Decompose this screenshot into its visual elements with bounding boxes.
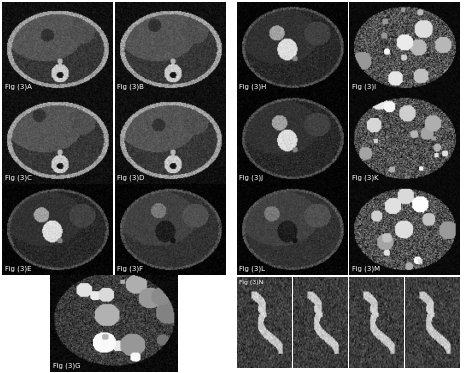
Text: Fig (3)G: Fig (3)G: [53, 363, 80, 369]
Text: Fig (3)D: Fig (3)D: [117, 175, 144, 181]
Text: Fig (3)B: Fig (3)B: [117, 84, 144, 90]
Text: Fig (3)L: Fig (3)L: [239, 266, 265, 272]
Text: Fig (3)J: Fig (3)J: [239, 175, 264, 181]
Text: Fig (3)A: Fig (3)A: [5, 84, 31, 90]
Text: Fig (3)K: Fig (3)K: [352, 175, 378, 181]
Text: Fig (3)F: Fig (3)F: [117, 266, 143, 272]
Text: Fig (3)M: Fig (3)M: [352, 266, 380, 272]
Text: Fig (3)E: Fig (3)E: [5, 266, 31, 272]
Text: Fig (3)I: Fig (3)I: [352, 84, 376, 90]
Text: Fig (3)C: Fig (3)C: [5, 175, 31, 181]
Text: Fig (3)N: Fig (3)N: [239, 279, 264, 285]
Text: Fig (3)H: Fig (3)H: [239, 84, 266, 90]
